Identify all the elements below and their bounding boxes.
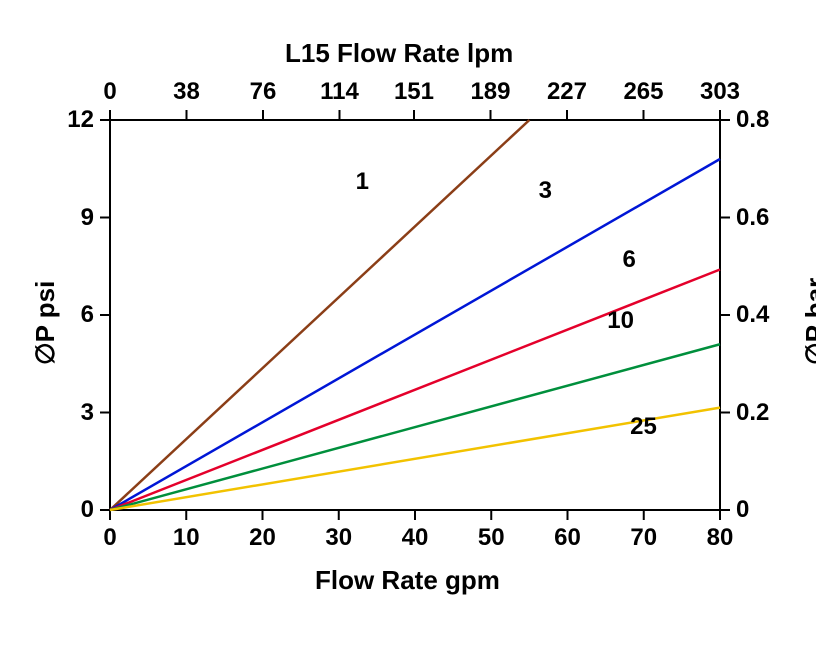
series-line-25	[110, 408, 720, 510]
series-label-1: 1	[356, 168, 369, 196]
x-top-tick-label: 189	[460, 78, 520, 106]
series-label-3: 3	[539, 177, 552, 205]
x-bottom-tick-label: 80	[695, 524, 745, 552]
series-label-25: 25	[630, 413, 657, 441]
x-bottom-tick-label: 10	[161, 524, 211, 552]
x-bottom-tick-label: 40	[390, 524, 440, 552]
chart-container: L15 Flow Rate lpm Flow Rate gpm ∅P psi ∅…	[0, 0, 816, 652]
x-bottom-tick-label: 20	[238, 524, 288, 552]
x-top-tick-label: 265	[613, 78, 673, 106]
x-top-tick-label: 114	[310, 78, 370, 106]
y-left-tick-label: 0	[81, 496, 94, 524]
x-top-tick-label: 151	[384, 78, 444, 106]
x-top-tick-label: 0	[80, 78, 140, 106]
y-right-tick-label: 0.4	[736, 301, 769, 329]
x-top-tick-label: 76	[233, 78, 293, 106]
series-label-6: 6	[623, 246, 636, 274]
series-label-10: 10	[607, 307, 634, 335]
x-bottom-tick-label: 60	[543, 524, 593, 552]
y-right-tick-label: 0	[736, 496, 749, 524]
x-bottom-tick-label: 70	[619, 524, 669, 552]
y-left-tick-label: 3	[81, 399, 94, 427]
x-bottom-tick-label: 30	[314, 524, 364, 552]
y-right-tick-label: 0.8	[736, 106, 769, 134]
x-top-tick-label: 38	[157, 78, 217, 106]
series-line-10	[110, 344, 720, 510]
series-line-1	[110, 120, 529, 510]
y-left-tick-label: 6	[81, 301, 94, 329]
x-top-tick-label: 303	[690, 78, 750, 106]
x-top-tick-label: 227	[537, 78, 597, 106]
y-left-tick-label: 9	[81, 204, 94, 232]
x-bottom-tick-label: 50	[466, 524, 516, 552]
y-left-tick-label: 12	[67, 106, 94, 134]
y-right-tick-label: 0.6	[736, 204, 769, 232]
y-right-tick-label: 0.2	[736, 399, 769, 427]
series-line-6	[110, 270, 720, 511]
x-bottom-tick-label: 0	[85, 524, 135, 552]
